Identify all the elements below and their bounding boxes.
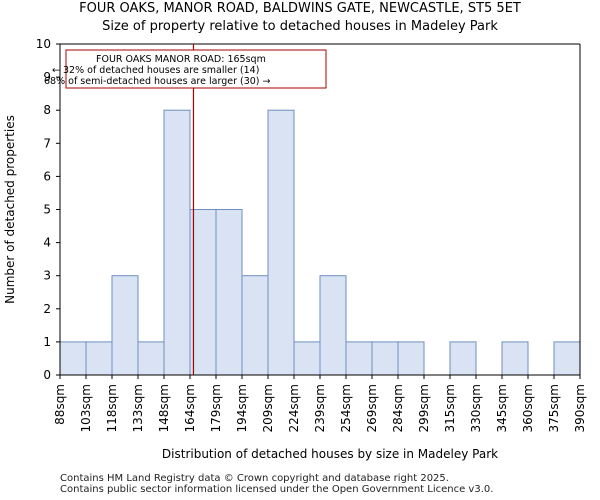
x-tick-label: 269sqm xyxy=(365,384,379,432)
chart-subtitle: Size of property relative to detached ho… xyxy=(102,19,498,34)
x-tick-label: 254sqm xyxy=(339,384,353,432)
x-axis-label: Distribution of detached houses by size … xyxy=(162,447,498,461)
x-tick-label: 284sqm xyxy=(391,384,405,432)
x-tick-label: 194sqm xyxy=(235,384,249,432)
histogram-bar xyxy=(215,209,243,376)
histogram-bar xyxy=(319,275,347,376)
histogram-bar xyxy=(189,209,217,376)
y-tick-label: 0 xyxy=(43,368,51,382)
y-tick-label: 4 xyxy=(43,236,51,250)
histogram-bar xyxy=(449,341,477,376)
histogram-bar xyxy=(553,341,581,376)
annotation-box xyxy=(65,49,327,89)
histogram-bar xyxy=(241,275,269,376)
y-tick-label: 6 xyxy=(43,169,51,183)
y-tick-label: 10 xyxy=(36,37,51,51)
x-tick-label: 103sqm xyxy=(79,384,93,432)
x-tick-label: 164sqm xyxy=(183,384,197,432)
y-tick-label: 3 xyxy=(43,269,51,283)
histogram-bar xyxy=(345,341,373,376)
y-tick-label: 1 xyxy=(43,335,51,349)
histogram-bar xyxy=(371,341,399,376)
y-axis-label: Number of detached properties xyxy=(3,115,17,304)
footer-licence: Contains public sector information licen… xyxy=(60,484,494,495)
histogram-bar xyxy=(111,275,139,376)
x-tick-label: 179sqm xyxy=(209,384,223,432)
histogram-bar xyxy=(137,341,165,376)
histogram-chart: 0 1 2 3 4 5 6 7 8 9 10 88sqm 103sqm 118sqm 133sqm 148sq… xyxy=(3,37,587,461)
x-tick-label: 209sqm xyxy=(261,384,275,432)
x-tick-label: 239sqm xyxy=(313,384,327,432)
histogram-bar xyxy=(397,341,425,376)
x-tick-label: 330sqm xyxy=(469,384,483,432)
annotation-line: 68% of semi-detached houses are larger (… xyxy=(44,76,271,87)
x-tick-label: 315sqm xyxy=(443,384,457,432)
histogram-bar xyxy=(163,109,191,376)
y-tick-label: 9 xyxy=(43,70,51,84)
y-tick-label: 8 xyxy=(43,103,51,117)
x-tick-label: 133sqm xyxy=(131,384,145,432)
histogram-bar xyxy=(267,109,295,376)
histogram-bar xyxy=(501,341,529,376)
x-tick-label: 375sqm xyxy=(547,384,561,432)
y-tick-label: 5 xyxy=(43,203,51,217)
annotation-line: FOUR OAKS MANOR ROAD: 165sqm xyxy=(96,54,266,65)
x-tick-label: 118sqm xyxy=(105,384,119,432)
y-tick-label: 2 xyxy=(43,302,51,316)
annotation-line: ← 32% of detached houses are smaller (14… xyxy=(52,65,259,76)
x-tick-label: 224sqm xyxy=(287,384,301,432)
x-tick-label: 148sqm xyxy=(157,384,171,432)
footer-copyright: Contains HM Land Registry data © Crown c… xyxy=(60,473,449,484)
histogram-bar xyxy=(85,341,113,376)
x-tick-label: 88sqm xyxy=(53,384,67,425)
histogram-bar xyxy=(293,341,321,376)
histogram-bar xyxy=(59,341,87,376)
x-tick-label: 299sqm xyxy=(417,384,431,432)
chart-title: FOUR OAKS, MANOR ROAD, BALDWINS GATE, NE… xyxy=(79,1,521,16)
x-tick-label: 345sqm xyxy=(495,384,509,432)
y-tick-label: 7 xyxy=(43,136,51,150)
x-tick-label: 360sqm xyxy=(521,384,535,432)
x-tick-label: 390sqm xyxy=(573,384,587,432)
